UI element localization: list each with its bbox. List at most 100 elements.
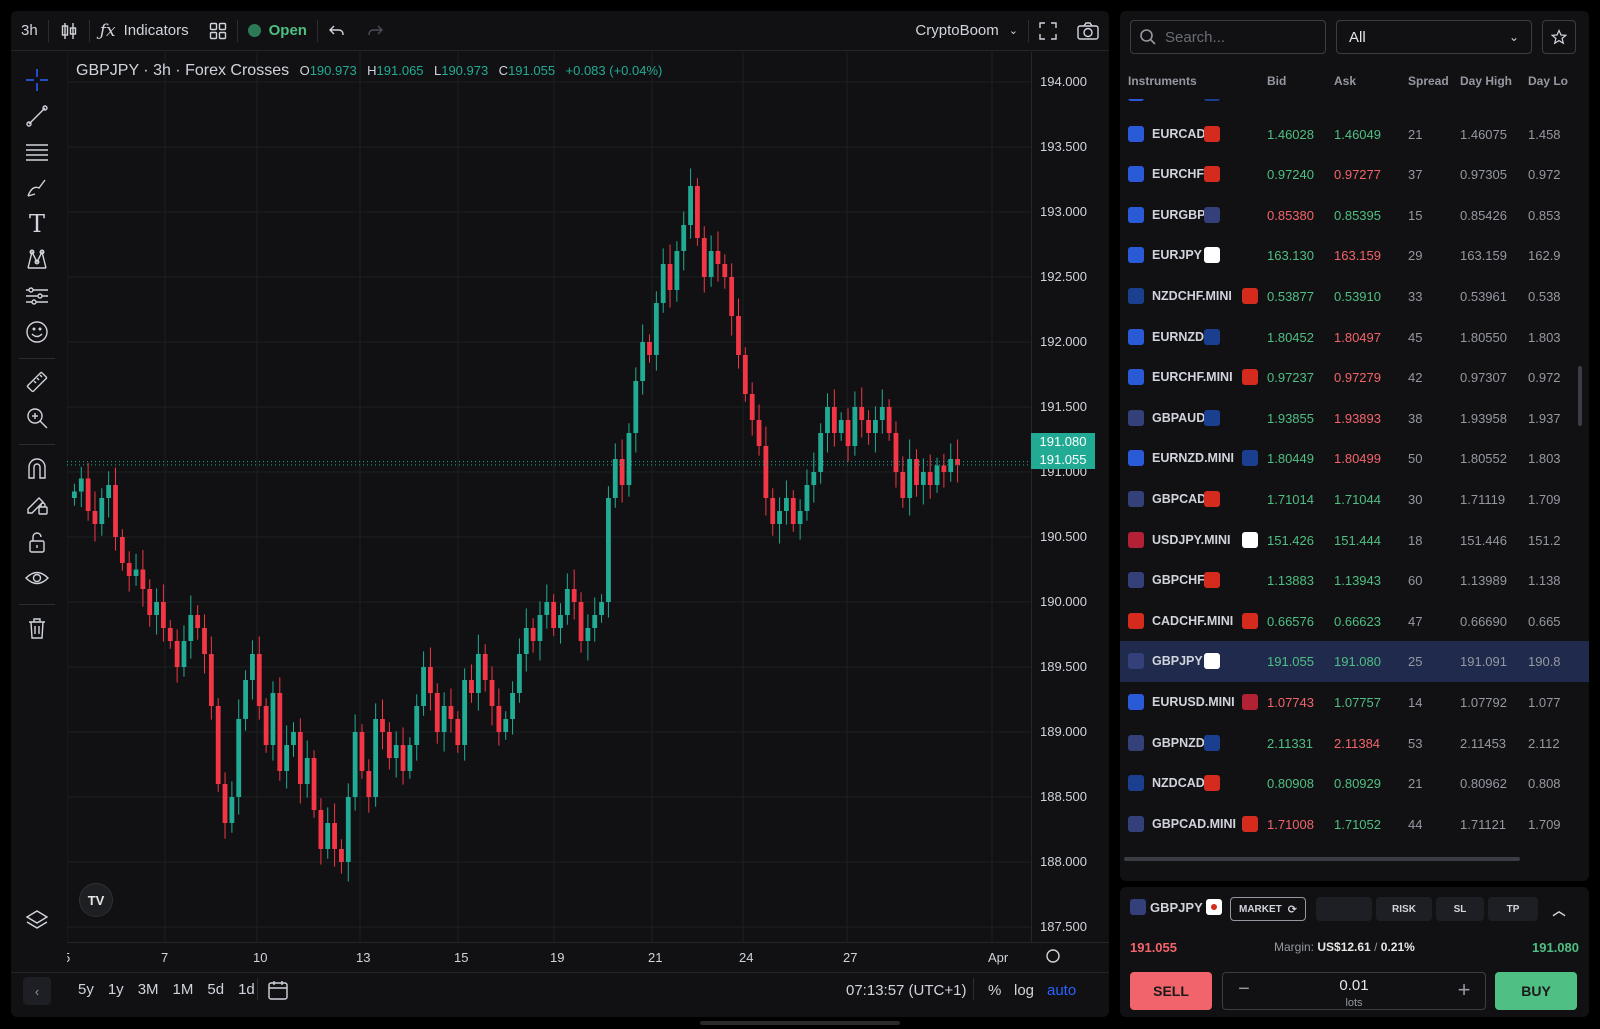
pattern-tool[interactable] [23,246,51,274]
risk-button[interactable]: RISK [1376,897,1432,921]
chevron-down-icon: ⌄ [1508,30,1519,44]
price-axis[interactable]: 194.000 193.500 193.000 192.500 192.000 191.5… [1031,52,1109,942]
price-chart[interactable] [67,52,1031,942]
spread-value: 25 [1408,654,1423,670]
range-button-1y[interactable]: 1y [107,981,124,998]
trendline-tool[interactable] [23,102,51,130]
day-low-value: 1.709 [1528,816,1561,832]
range-button-5y[interactable]: 5y [78,981,94,998]
table-row[interactable]: EURCHF 0.97240 0.97277 37 0.97305 0.972 [1120,154,1589,195]
log-toggle[interactable]: log [1014,982,1035,999]
table-row[interactable]: GBPCAD 1.71014 1.71044 30 1.71119 1.709 [1120,479,1589,520]
base-flag-icon [1128,206,1144,223]
horizontal-lines-tool[interactable] [23,138,51,166]
redo-button[interactable] [356,11,394,50]
lock-drawings-tool[interactable] [23,490,51,518]
table-row[interactable]: EURCAD 1.46028 1.46049 21 1.46075 1.458 [1120,114,1589,155]
table-row[interactable]: EURNZD.MINI 1.80449 1.80499 50 1.80552 1.803 [1120,438,1589,479]
range-button-3M[interactable]: 3M [137,981,159,998]
delete-tool[interactable] [23,614,51,642]
undo-button[interactable] [318,11,356,50]
candle-body [934,465,940,485]
layout-button[interactable] [199,11,237,50]
visibility-tool[interactable] [23,564,51,592]
horizontal-scrollbar[interactable] [1124,857,1520,861]
expand-button[interactable]: ︿ [1544,897,1574,921]
table-row[interactable]: GBPCHF 1.13883 1.13943 60 1.13989 1.138 [1120,560,1589,601]
brush-tool[interactable] [23,174,51,202]
interval-button[interactable]: 3h [11,11,48,50]
chart-type-button[interactable] [49,11,89,50]
table-row[interactable]: USDJPY.MINI 151.426 151.444 18 151.446 151.2 [1120,520,1589,561]
table-row[interactable]: EURNZD 1.80452 1.80497 45 1.80550 1.803 [1120,317,1589,358]
table-row[interactable]: EURGBP 0.85380 0.85395 15 0.85426 0.853 [1120,195,1589,236]
table-row[interactable]: NZDCHF.MINI 0.53877 0.53910 33 0.53961 0.538 [1120,276,1589,317]
header-ask[interactable]: Ask [1334,74,1357,88]
market-status[interactable]: Open [238,11,317,50]
buy-button[interactable]: BUY [1495,972,1577,1010]
range-button-5d[interactable]: 5d [207,981,225,998]
lock-tool[interactable] [23,528,51,556]
table-row[interactable]: GBPAUD 1.93855 1.93893 38 1.93958 1.937 [1120,398,1589,439]
ask-value: 0.66623 [1334,613,1381,629]
table-row[interactable]: CADCHF.MINI 0.66576 0.66623 47 0.66690 0.665 [1120,601,1589,642]
magnet-tool[interactable] [23,454,51,482]
vertical-scrollbar[interactable] [1578,366,1582,426]
time-axis[interactable]: 5 7 10 13 15 19 21 24 27 Apr [67,942,1109,972]
clock[interactable]: 07:13:57 (UTC+1) [846,982,967,999]
measure-tool[interactable] [23,368,51,396]
quantity-value[interactable]: 0.01 [1339,977,1369,994]
header-spread[interactable]: Spread [1408,74,1449,88]
category-select[interactable]: All ⌄ [1336,20,1532,54]
order-type-button[interactable]: MARKET ⟳ [1230,897,1306,921]
zoom-tool[interactable] [23,404,51,432]
price-tick-label: 194.000 [1040,74,1087,89]
decrease-button[interactable]: − [1238,978,1250,1000]
table-row[interactable]: GBPJPY 191.055 191.080 25 191.091 190.8 [1120,641,1589,683]
fullscreen-button[interactable] [1029,11,1067,50]
candle-body [140,569,146,589]
increase-button[interactable]: + [1457,977,1471,1002]
prediction-tool[interactable] [23,282,51,310]
instrument-symbol: EURUSD.MINI [1152,695,1235,709]
collapse-button[interactable]: ‹ [23,977,51,1005]
broker-select[interactable]: CryptoBoom ⌄ [905,11,1028,50]
header-day-high[interactable]: Day High [1460,74,1513,88]
table-row[interactable]: GBPNZD 2.11331 2.11384 53 2.11453 2.112 [1120,723,1589,764]
quantity-stepper[interactable]: − 0.01 lots + [1222,972,1486,1010]
object-tree-tool[interactable] [23,906,51,934]
ask-value: 1.80499 [1334,451,1381,467]
table-row[interactable]: EURCHF.MINI 0.97237 0.97279 42 0.97307 0.972 [1120,357,1589,398]
screenshot-button[interactable] [1067,11,1109,50]
take-profit-button[interactable]: TP [1488,897,1538,921]
candle-body [660,264,666,303]
table-row[interactable]: EURJPY 163.130 163.159 29 163.159 162.9 [1120,235,1589,276]
text-tool[interactable]: T [23,210,51,238]
goto-date-button[interactable] [267,979,289,1005]
header-instruments[interactable]: Instruments [1128,74,1197,88]
candle-body [126,563,132,576]
range-button-1M[interactable]: 1M [172,981,194,998]
stop-loss-button[interactable]: SL [1436,897,1484,921]
emoji-tool[interactable] [23,318,51,346]
instrument-symbol: EURCHF.MINI [1152,370,1233,385]
indicators-button[interactable]: ƒx Indicators [90,11,199,50]
close-value: 191.055 [508,63,556,78]
table-row[interactable]: GBPCAD.MINI 1.71008 1.71052 44 1.71121 1.709 [1120,804,1589,845]
header-bid[interactable]: Bid [1267,74,1287,88]
day-low-value: 1.138 [1528,573,1561,589]
crosshair-tool[interactable] [23,66,51,94]
auto-toggle[interactable]: auto [1047,982,1077,999]
candle-body [708,251,714,277]
table-row[interactable]: NZDCAD 0.80908 0.80929 21 0.80962 0.808 [1120,763,1589,804]
search-input[interactable]: Search... [1130,20,1326,54]
gear-icon[interactable] [1046,949,1060,963]
header-day-low[interactable]: Day Lo [1528,74,1569,88]
range-button-1d[interactable]: 1d [238,981,255,998]
tradingview-logo[interactable]: TV [79,883,113,917]
favorites-button[interactable] [1542,20,1576,54]
sell-button[interactable]: SELL [1130,972,1212,1010]
table-row[interactable]: EURAUD 1.65523 1.65566 37 1.65597 1.654 [1120,99,1589,114]
percent-toggle[interactable]: % [988,982,1002,999]
table-row[interactable]: EURUSD.MINI 1.07743 1.07757 14 1.07792 1.077 [1120,682,1589,723]
